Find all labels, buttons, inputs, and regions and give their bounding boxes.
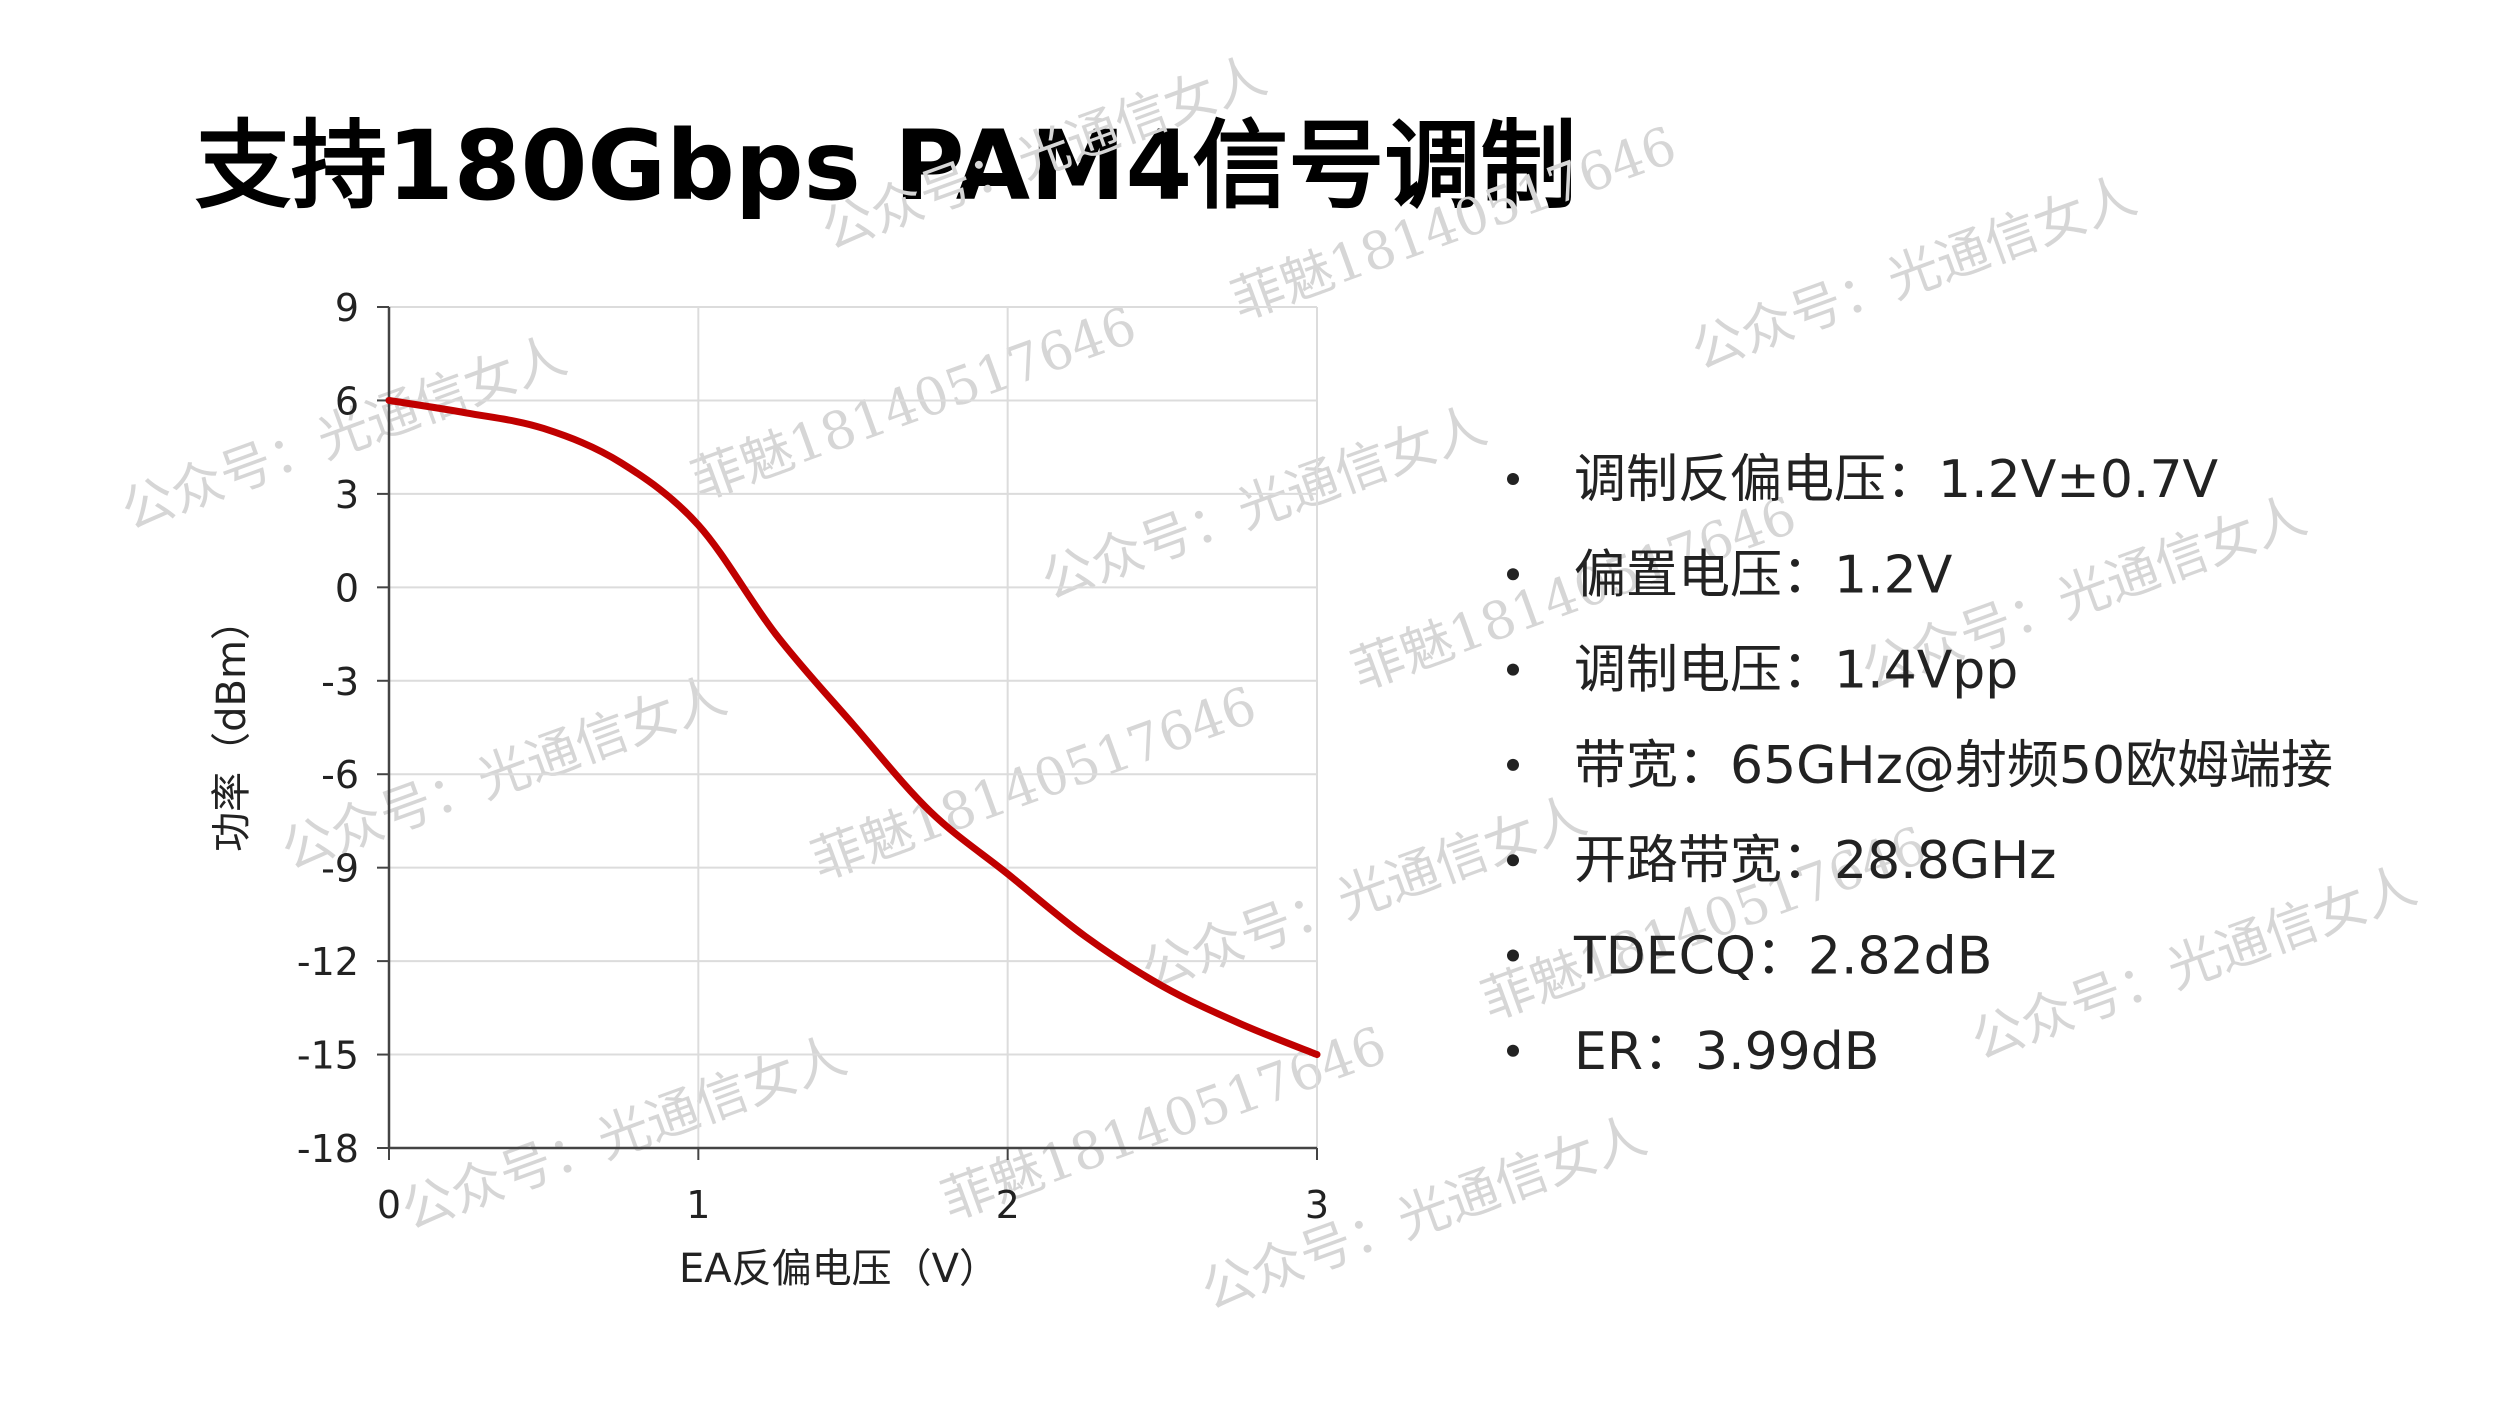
y-tick-label: 6 [335,379,359,423]
bullet-dot [1507,1044,1519,1057]
bullet-text: ER：3.99dB [1574,1022,1879,1082]
x-tick-label: 1 [686,1183,710,1227]
y-tick-label: 3 [335,473,359,517]
y-tick-label: -3 [321,660,359,704]
bullet-text: 调制反偏电压：1.2V±0.7V [1574,450,2219,510]
y-tick-label: -15 [297,1034,359,1078]
x-tick-label: 3 [1305,1183,1329,1227]
bullet-dot [1507,949,1519,962]
slide-title: 支持180Gbps PAM4信号调制 [195,110,1576,222]
data-line [385,396,1321,1059]
y-tick-label: 0 [335,566,359,610]
y-tick-label: -18 [297,1127,359,1171]
watermark: 菲魅18140517646 [804,676,1264,892]
y-tick-label: -6 [321,753,359,797]
bullet-dot [1507,568,1519,581]
y-tick-label: -12 [297,940,359,984]
y-tick-label: 9 [335,286,359,330]
bullet-text: TDECQ：2.82dB [1573,927,1992,987]
x-tick-label: 0 [377,1183,401,1227]
x-axis-label: EA反偏电压（V） [679,1246,999,1292]
bullet-dot [1507,854,1519,867]
watermark: 公众号：光通信女人 [1194,1106,1654,1322]
x-tick-label: 2 [996,1183,1020,1227]
y-tick-label: -9 [321,847,359,891]
chart: -18 -15 -12 -9 -6 -3 0 3 6 9 0 1 2 3 [297,286,1329,1227]
watermark: 菲魅18140517646 [684,296,1144,512]
y-axis-label: 功率（dBm） [209,600,255,852]
bullet-dot [1507,663,1519,676]
watermark: 公众号：光通信女人 [1034,396,1494,612]
bullet-text: 带宽：65GHz@射频50欧姆端接 [1574,736,2333,796]
bullet-list: 调制反偏电压：1.2V±0.7V 偏置电压：1.2V 调制电压：1.4Vpp 带宽：6… [1507,450,2333,1082]
watermark: 公众号：光通信女人 [1684,166,2144,382]
bullet-text: 偏置电压：1.2V [1574,545,1953,605]
bullet-dot [1507,473,1519,485]
bullet-text: 调制电压：1.4Vpp [1574,641,2018,701]
watermark: 公众号：光通信女人 [394,1026,854,1242]
bullet-text: 开路带宽：28.8GHz [1574,831,2056,891]
bullet-dot [1507,758,1519,771]
